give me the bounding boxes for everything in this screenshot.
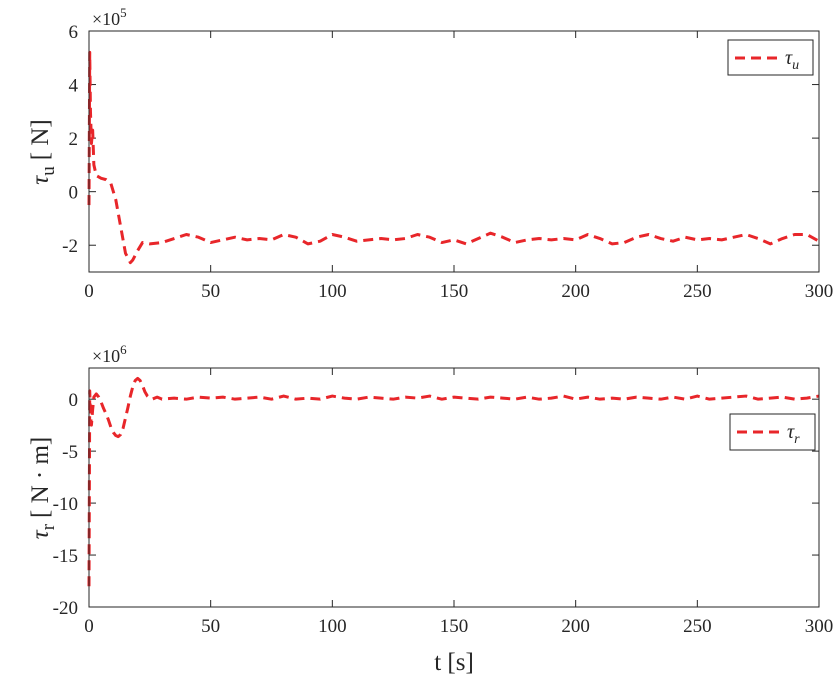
top-y-tick-label: 2 [69, 129, 79, 150]
top-y-multiplier-base: ×10 [92, 9, 120, 29]
bottom-x-tick-label: 150 [440, 616, 469, 637]
bottom-chart: ×106 0 50 100 150 200 250 300 -20-15-10-50 τr[… [27, 342, 833, 676]
bottom-series-group [87, 376, 820, 587]
bottom-y-label-unit: [ N · m] [27, 437, 54, 518]
bottom-legend-label: τr [787, 421, 800, 447]
top-x-tick-label: 100 [318, 281, 347, 302]
bottom-x-tick-label: 50 [201, 616, 220, 637]
bottom-y-multiplier-base: ×10 [92, 346, 120, 366]
top-x-tick-label: 50 [201, 281, 220, 302]
bottom-x-tick-label: 250 [683, 616, 712, 637]
bottom-y-multiplier: ×106 [92, 342, 127, 366]
top-y-label-subscript: u [38, 166, 59, 176]
bottom-y-tick-label: -5 [62, 442, 78, 463]
top-legend: τu [727, 39, 814, 76]
top-x-tick-label: 150 [440, 281, 469, 302]
top-x-tick-label: 200 [561, 281, 590, 302]
bottom-y-tick-label: -10 [53, 494, 78, 515]
top-legend-symbol: τ [785, 47, 793, 69]
bottom-plot-area [89, 368, 819, 607]
top-x-tick-label: 300 [805, 281, 834, 302]
top-plot-area [89, 31, 819, 272]
top-series-line [87, 50, 820, 265]
bottom-legend-subscript: r [794, 432, 800, 447]
bottom-legend: τr [729, 413, 816, 451]
bottom-x-tick-label: 0 [84, 616, 94, 637]
bottom-x-tick-label: 100 [318, 616, 347, 637]
bottom-y-label-symbol: τ [27, 529, 54, 539]
bottom-y-label-subscript: r [38, 523, 59, 530]
top-x-ticks: 0 50 100 150 200 250 300 [84, 31, 833, 302]
top-axes-box [88, 30, 820, 273]
top-y-tick-label: 6 [69, 22, 79, 43]
top-y-tick-label: -2 [62, 236, 78, 257]
top-series-group [87, 50, 820, 265]
bottom-y-tick-label: -15 [53, 546, 78, 567]
top-y-tick-label: 4 [69, 76, 79, 97]
bottom-x-tick-label: 300 [805, 616, 834, 637]
bottom-y-tick-label: 0 [69, 390, 79, 411]
bottom-y-label: τr [ N · m] [27, 437, 59, 540]
top-legend-subscript: u [792, 58, 799, 73]
top-x-tick-label: 250 [683, 281, 712, 302]
bottom-axes-box [88, 367, 820, 608]
top-y-label-unit: [ N] [27, 119, 54, 160]
top-y-label-symbol: τ [27, 175, 54, 185]
bottom-y-multiplier-exp: 6 [120, 342, 127, 357]
bottom-y-tick-label: -20 [53, 598, 78, 619]
top-x-tick-label: 0 [84, 281, 94, 302]
top-y-tick-label: 0 [69, 183, 79, 204]
bottom-x-ticks: 0 50 100 150 200 250 300 [84, 368, 833, 637]
bottom-x-tick-label: 200 [561, 616, 590, 637]
bottom-x-label: t [s] [434, 649, 474, 676]
top-y-multiplier-exp: 5 [120, 5, 127, 20]
bottom-legend-symbol: τ [787, 421, 795, 443]
top-y-multiplier: ×105 [92, 5, 127, 29]
top-legend-label: τu [785, 47, 799, 73]
bottom-series-line [87, 376, 820, 587]
top-y-label: τu [ N] [27, 119, 59, 184]
